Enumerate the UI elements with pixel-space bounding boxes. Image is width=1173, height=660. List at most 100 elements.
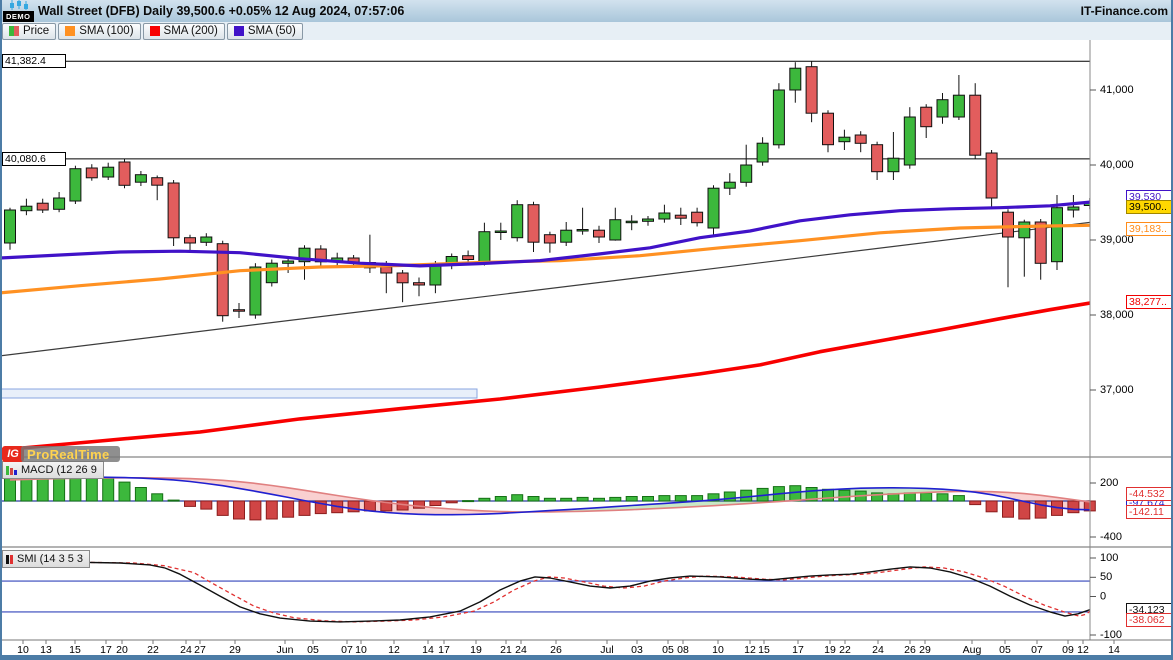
candle-body <box>642 218 654 222</box>
smi-signal-line <box>0 561 1090 623</box>
y-axis-tick-label: 100 <box>1100 552 1118 564</box>
macd-histogram-bar <box>478 497 491 502</box>
macd-histogram-bar <box>118 481 131 502</box>
smi-indicator-label[interactable]: SMI (14 3 5 3 <box>2 550 91 568</box>
y-axis-tick-label: 41,000 <box>1100 84 1134 96</box>
price-pane[interactable] <box>0 60 1095 452</box>
macd-histogram-bar <box>740 489 753 502</box>
x-axis-tick-label: 19 <box>824 644 836 656</box>
candle-body <box>118 161 131 186</box>
candle-body <box>903 116 916 166</box>
candle-body <box>527 204 540 243</box>
macd-histogram-bar <box>314 500 327 515</box>
candle-body <box>4 209 16 244</box>
sma200-line <box>0 301 1090 452</box>
macd-histogram-bar <box>511 494 524 502</box>
y-axis-tick-label: 200 <box>1100 477 1118 489</box>
candle-body <box>887 157 900 173</box>
legend-button-sma50[interactable]: SMA (50) <box>226 22 303 40</box>
macd-pane[interactable] <box>0 468 1096 521</box>
macd-histogram-bar <box>625 496 638 502</box>
x-axis-tick-label: 05 <box>307 644 319 656</box>
candle-body <box>265 262 278 284</box>
candle-body <box>85 167 98 179</box>
candle-body <box>1002 211 1014 238</box>
x-axis-tick-label: Jun <box>277 644 294 656</box>
platform-logo: DEMO <box>0 0 34 22</box>
legend-button-sma200[interactable]: SMA (200) <box>142 22 225 40</box>
macd-histogram-bar <box>363 500 376 512</box>
candle-body <box>936 99 949 118</box>
y-axis-tick-label: 39,000 <box>1100 234 1134 246</box>
ig-logo-icon: IG <box>2 446 24 462</box>
macd-histogram-bar <box>952 495 965 502</box>
candle-body <box>249 266 262 316</box>
x-axis-tick-label: 20 <box>116 644 128 656</box>
candle-body <box>413 282 425 286</box>
candle-body <box>36 202 49 211</box>
level-label-41382[interactable]: 41,382.4 <box>2 54 66 69</box>
x-axis-tick-label: 12 <box>744 644 756 656</box>
candle-body <box>298 247 311 263</box>
candle-body <box>658 212 671 220</box>
candle-body <box>625 220 638 224</box>
sma200-price-label: 38,277.. <box>1126 295 1172 309</box>
macd-histogram-bar <box>723 491 736 502</box>
sma200-swatch-icon <box>149 26 160 36</box>
x-axis-tick-label: 05 <box>662 644 674 656</box>
candle-body <box>707 187 720 229</box>
sma100-price-label: 39,183.. <box>1126 222 1172 236</box>
macd-histogram-bar <box>380 500 393 512</box>
x-axis-tick-label: 05 <box>999 644 1011 656</box>
macd-histogram-bar <box>494 496 507 502</box>
candle-pair-icon <box>9 26 19 36</box>
candle-body <box>838 136 851 143</box>
smi-pane[interactable] <box>0 561 1090 623</box>
macd-histogram-bar <box>233 500 245 520</box>
candle-body <box>53 197 66 210</box>
x-axis-tick-label: 24 <box>180 644 192 656</box>
brand-link[interactable]: IT-Finance.com <box>1080 4 1168 18</box>
legend-button-sma100[interactable]: SMA (100) <box>58 22 141 40</box>
x-axis-tick-label: 09 <box>1062 644 1074 656</box>
x-axis-tick-label: 17 <box>100 644 112 656</box>
candle-body <box>282 260 295 264</box>
candle-body <box>969 94 982 156</box>
candle-body <box>151 177 164 186</box>
x-axis-tick-label: 22 <box>839 644 851 656</box>
macd-histogram-bar <box>936 493 949 502</box>
candle-body <box>952 94 965 118</box>
candle-body <box>1018 221 1031 239</box>
x-axis-tick-label: 24 <box>872 644 884 656</box>
macd-histogram-bar <box>658 495 671 502</box>
candle-body <box>396 272 409 284</box>
y-axis-tick-label: -400 <box>1100 531 1122 543</box>
last-price-label: 39,500.. <box>1126 200 1172 214</box>
level-label-40080[interactable]: 40,080.6 <box>2 151 66 166</box>
sma100-swatch-icon <box>65 26 76 36</box>
candle-body <box>494 230 507 233</box>
x-axis-tick-label: 07 <box>1031 644 1043 656</box>
x-axis-tick-label: 10 <box>17 644 29 656</box>
candle-body <box>167 182 180 239</box>
candle-body <box>429 264 442 286</box>
y-axis-tick-label: -100 <box>1100 629 1122 641</box>
macd-histogram-bar <box>1034 500 1047 519</box>
prorealtime-logo: ProRealTime <box>21 446 120 462</box>
x-axis-tick-label: 12 <box>1077 644 1089 656</box>
x-axis-tick-label: 10 <box>712 644 724 656</box>
x-axis-tick-label: 17 <box>792 644 804 656</box>
candle-body <box>576 229 589 232</box>
x-axis-tick-label: 17 <box>438 644 450 656</box>
candle-body <box>1067 206 1080 211</box>
macd-indicator-label[interactable]: MACD (12 26 9 <box>2 461 104 479</box>
macd-histogram-bar <box>1002 500 1014 518</box>
x-axis-tick-label: 26 <box>904 644 916 656</box>
x-axis-tick-label: 03 <box>631 644 643 656</box>
legend-button-price[interactable]: Price <box>2 22 57 40</box>
macd-histogram-bar <box>200 500 213 510</box>
sma100-line <box>0 223 1090 295</box>
macd-histogram-bar <box>707 493 720 502</box>
legend-label: SMA (200) <box>163 25 218 37</box>
